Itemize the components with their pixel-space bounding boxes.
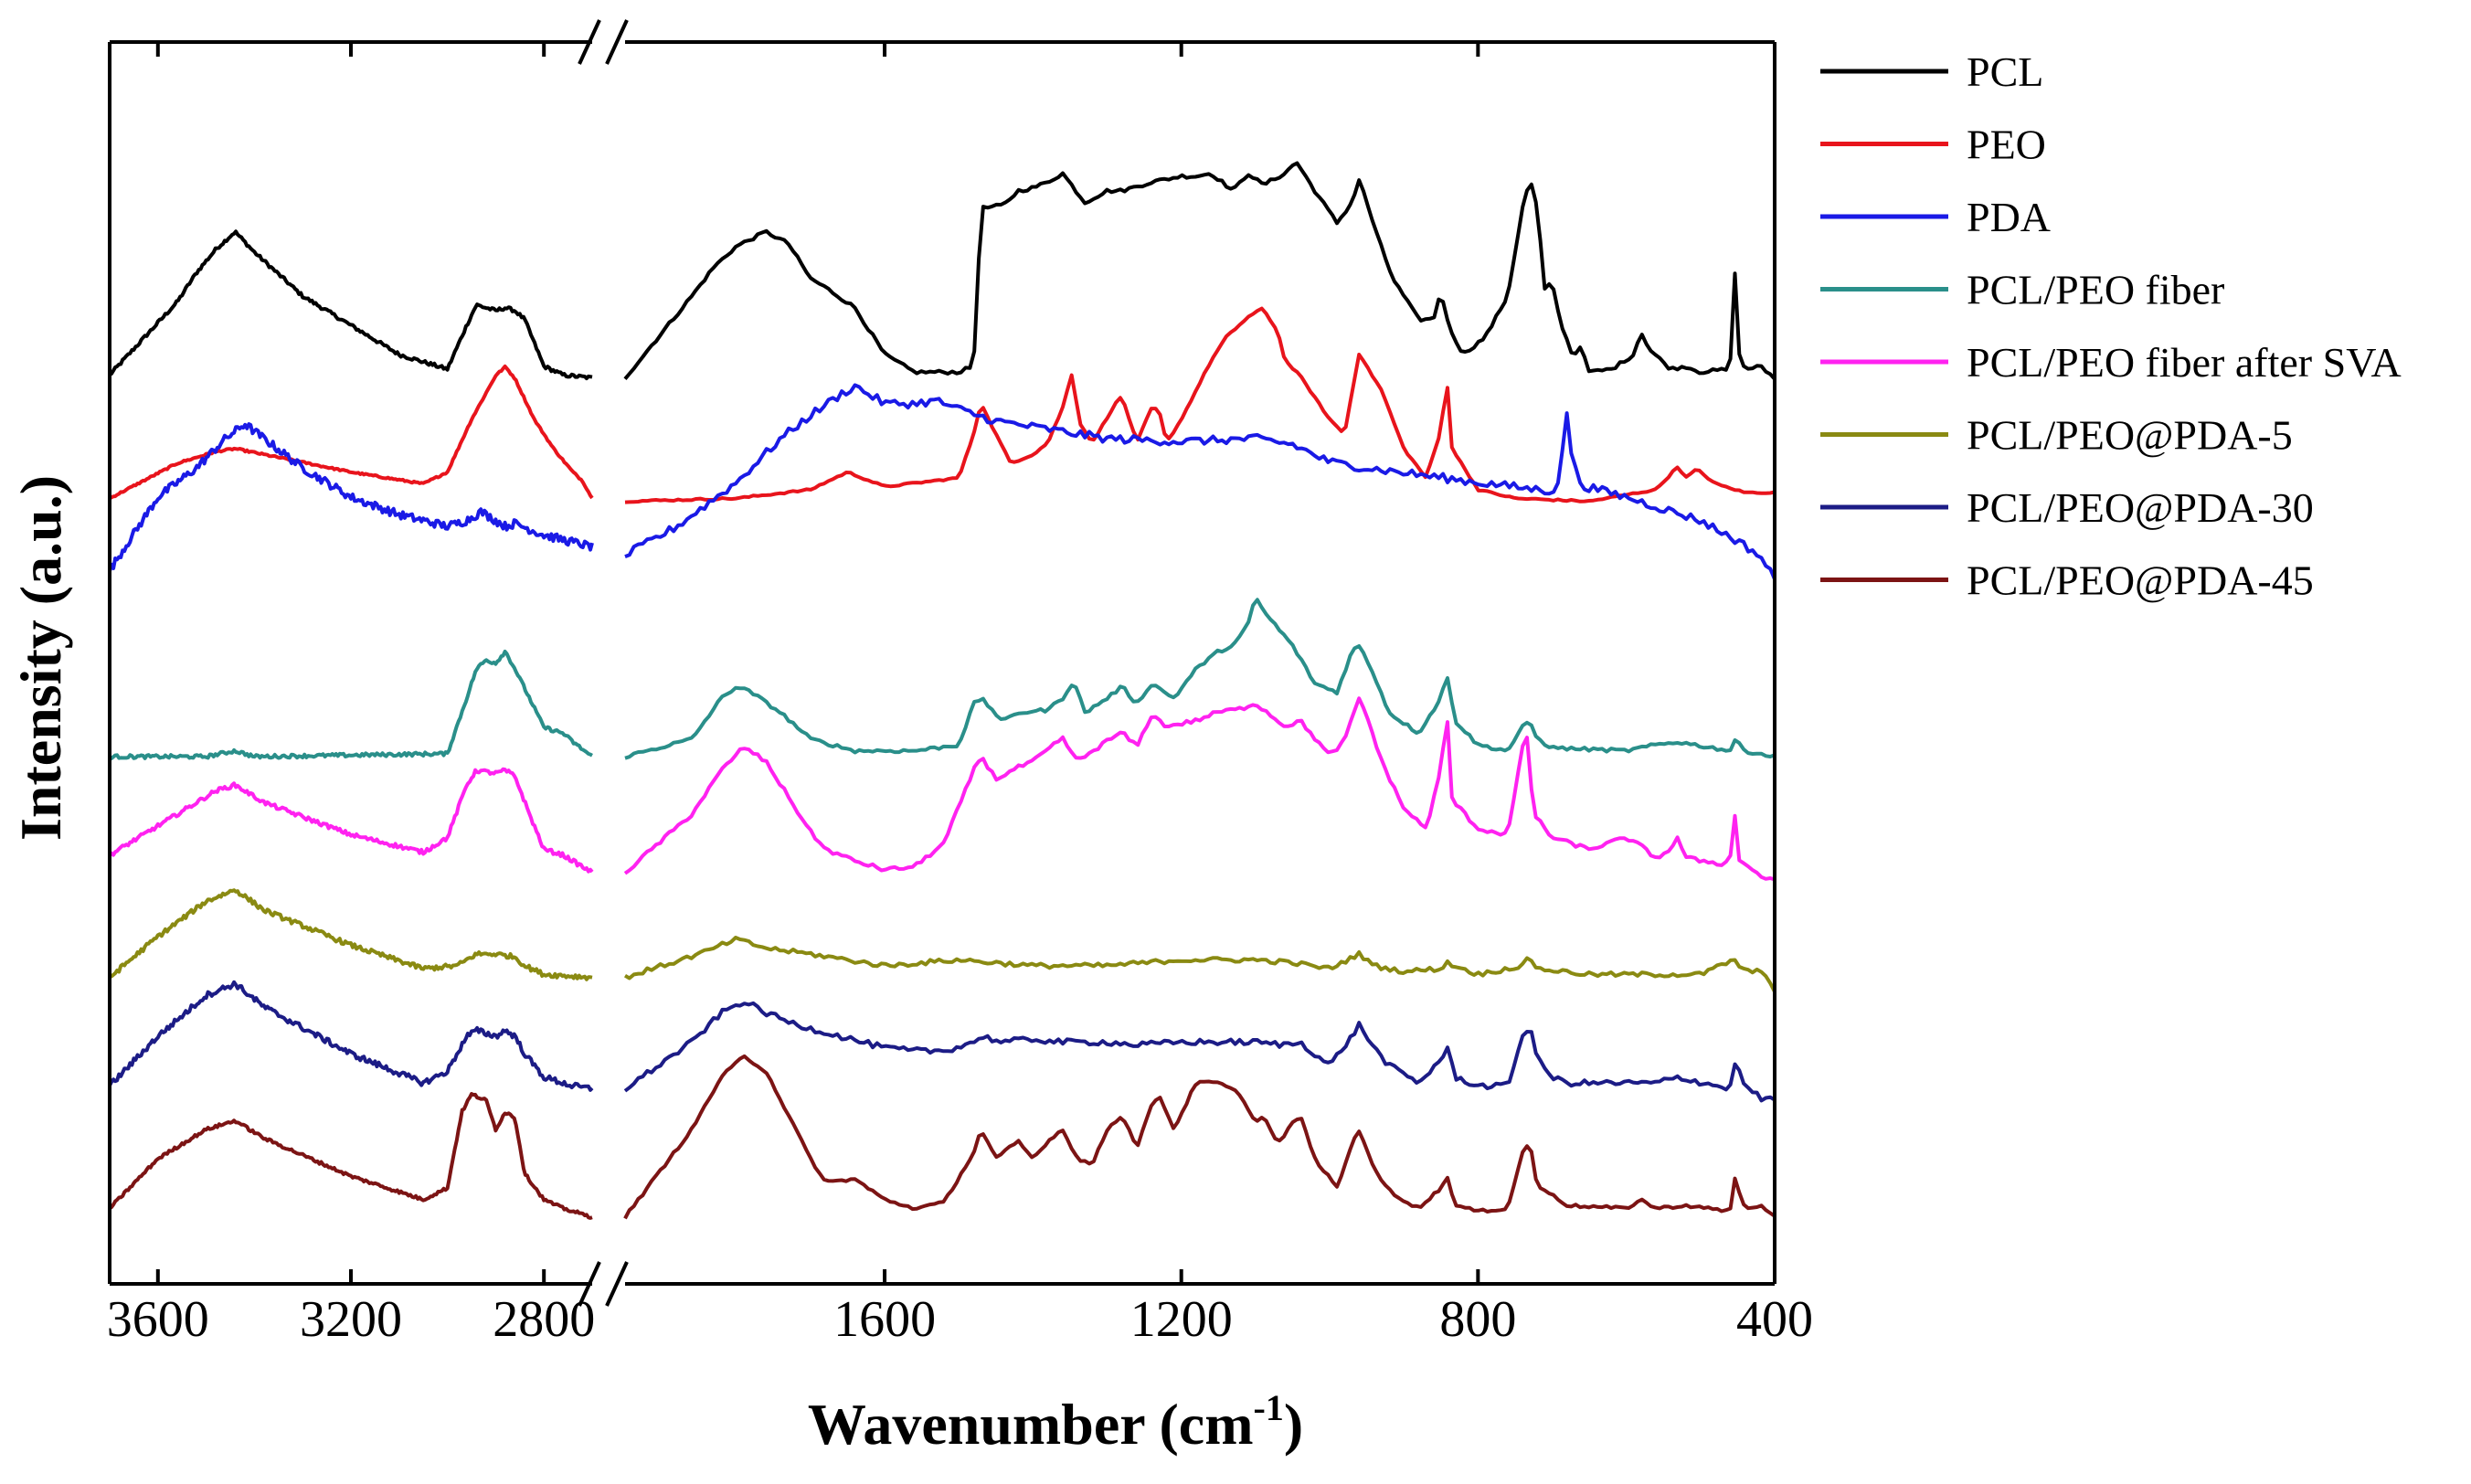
legend-label: PCL/PEO fiber [1967, 267, 2224, 313]
series-pcl [109, 161, 1776, 381]
series-line-high-region [108, 767, 594, 874]
series-line-high-region [109, 364, 594, 500]
legend-item: PCL/PEO@PDA-5 [1820, 412, 2293, 459]
series-peo [109, 306, 1776, 504]
legend-item: PCL [1820, 48, 2043, 95]
series-pcl-peo-pda-45 [108, 1054, 1776, 1220]
x-tick-label: 400 [1736, 1291, 1813, 1348]
series-line-high-region [109, 229, 593, 381]
x-tick-label: 1600 [833, 1291, 936, 1348]
series-pcl-peo-fiber-after-sva [108, 696, 1776, 882]
series-line-low-region [623, 1054, 1776, 1220]
legend-label: PCL [1967, 48, 2043, 95]
legend-item: PEO [1820, 122, 2046, 168]
series-pcl-peo-pda-5 [109, 888, 1776, 993]
legend-item: PCL/PEO fiber after SVA [1820, 339, 2402, 386]
x-axis-title-superscript: -1 [1254, 1387, 1284, 1428]
x-tick-label: 1200 [1130, 1291, 1233, 1348]
plot-content [108, 161, 1776, 1220]
series-line-low-region [623, 696, 1776, 882]
series-line-high-region [108, 1092, 593, 1220]
x-axis-title-main: Wavenumber (cm [808, 1392, 1254, 1457]
plot-frame [108, 19, 1776, 1307]
legend: PCL PEO PDA PCL/PEO fiber PCL/PEO fiber afte… [1820, 48, 2402, 604]
legend-label: PDA [1967, 194, 2051, 240]
series-line-low-region [623, 161, 1776, 381]
legend-label: PEO [1967, 122, 2046, 168]
series-line-low-region [623, 936, 1776, 993]
series-line-high-region [108, 422, 594, 572]
series-line-high-region [109, 888, 593, 981]
x-tick-label: 2800 [493, 1291, 595, 1348]
x-axis-title-close: ) [1284, 1392, 1303, 1457]
series-pda [108, 383, 1776, 580]
y-axis-title: Intensity (a.u.) [8, 475, 73, 841]
legend-label: PCL/PEO@PDA-5 [1967, 412, 2293, 459]
legend-label: PCL/PEO@PDA-45 [1967, 557, 2314, 604]
legend-item: PCL/PEO fiber [1820, 267, 2224, 313]
series-line-low-region [624, 598, 1776, 760]
legend-item: PDA [1820, 194, 2051, 240]
axis-break-bottom [578, 1261, 629, 1307]
series-line-low-region [623, 1001, 1776, 1103]
legend-item: PCL/PEO@PDA-45 [1820, 557, 2314, 604]
series-line-low-region [624, 383, 1776, 580]
series-line-low-region [624, 306, 1776, 504]
x-axis-title: Wavenumber (cm-1) [808, 1387, 1303, 1457]
series-pcl-peo-pda-30 [108, 980, 1776, 1103]
series-line-high-region [108, 650, 593, 760]
x-tick-label: 3600 [107, 1291, 209, 1348]
x-tick-label: 800 [1439, 1291, 1516, 1348]
legend-label: PCL/PEO@PDA-30 [1967, 484, 2314, 531]
x-axis-ticks: 3600 3200 2800 1600 1200 800 400 [107, 42, 1813, 1348]
series-pcl-peo-fiber [108, 598, 1776, 760]
legend-item: PCL/PEO@PDA-30 [1820, 484, 2314, 531]
x-tick-label: 3200 [300, 1291, 402, 1348]
series-line-high-region [108, 980, 594, 1092]
axis-break-top [578, 19, 629, 65]
legend-label: PCL/PEO fiber after SVA [1967, 339, 2402, 386]
